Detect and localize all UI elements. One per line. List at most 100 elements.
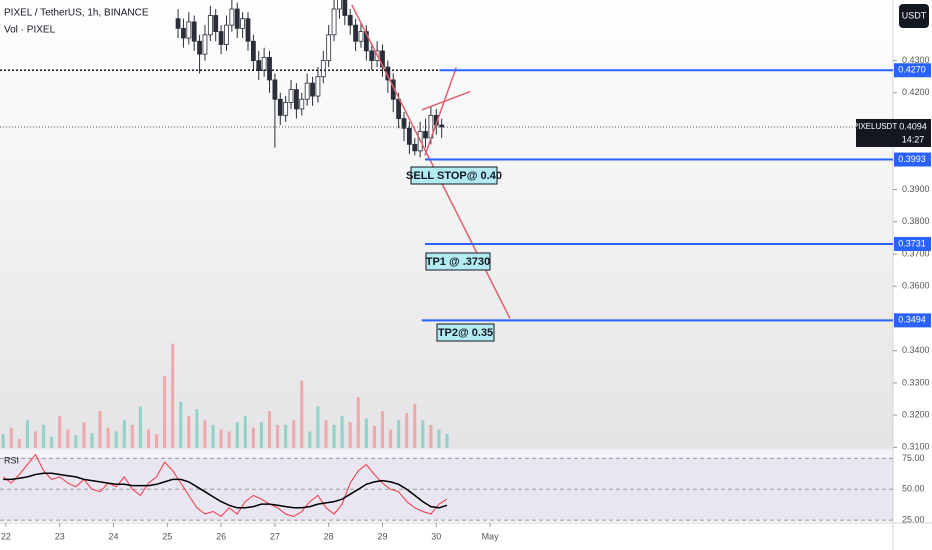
x-tick-label: 25 <box>162 531 172 541</box>
volume-bar <box>211 424 215 448</box>
candle-body <box>320 60 326 78</box>
trend-line <box>424 67 457 156</box>
symbol-label: PIXELUSDT <box>853 122 898 131</box>
candle-body <box>207 15 213 36</box>
rsi-label: RSI <box>4 455 19 465</box>
volume-bar <box>34 431 38 448</box>
volume-bar <box>372 425 376 448</box>
level-label: 0.3494 <box>898 315 926 325</box>
currency-button[interactable] <box>899 4 929 28</box>
volume-bar <box>17 438 21 448</box>
candle-body <box>234 8 240 29</box>
candle-body <box>175 18 181 29</box>
level-label-box <box>894 152 931 167</box>
volume-bar <box>364 418 368 448</box>
annotation-text: TP2@ 0.35 <box>438 327 493 339</box>
candle-body <box>197 40 202 55</box>
volume-bar <box>98 411 102 448</box>
x-tick-label: 29 <box>377 531 387 541</box>
volume-bar <box>397 420 401 448</box>
level-label: 0.3993 <box>898 154 926 164</box>
volume-bar <box>324 420 328 448</box>
y-tick-label: 0.3700 <box>902 248 930 258</box>
volume-bar <box>332 424 336 448</box>
y-tick-label: 0.4200 <box>902 87 930 97</box>
y-tick-label: 0.3400 <box>902 345 930 355</box>
candle-body <box>245 18 251 42</box>
volume-label: Vol · PIXEL <box>4 25 56 36</box>
candle-body <box>202 34 208 55</box>
candle-body <box>186 21 192 39</box>
volume-bar <box>106 427 110 448</box>
rsi-ma-line <box>3 472 448 509</box>
volume-bar <box>259 422 263 448</box>
volume-bar <box>292 420 296 448</box>
candle-body <box>283 102 289 116</box>
candle-body <box>369 50 375 61</box>
volume-bar <box>300 380 304 448</box>
candle-body <box>315 76 321 97</box>
volume-bar <box>437 429 441 448</box>
volume-bar <box>1 434 5 448</box>
volume-bar <box>171 343 175 448</box>
x-tick-label: 27 <box>270 531 280 541</box>
candle-body <box>181 27 186 39</box>
level-label: 0.3731 <box>898 238 926 248</box>
candle-body <box>310 82 315 97</box>
currency-label[interactable]: USDT <box>902 10 927 20</box>
candle-body <box>218 31 224 45</box>
rsi-tick-label: 50.00 <box>902 484 925 494</box>
volume-bar <box>421 420 425 448</box>
candle-body <box>256 60 262 71</box>
candle-body <box>412 143 418 152</box>
x-tick-label: 23 <box>55 531 65 541</box>
volume-bar <box>276 424 280 448</box>
y-tick-label: 0.3900 <box>902 184 930 194</box>
level-label: 0.4270 <box>898 65 926 75</box>
trend-line <box>421 90 471 111</box>
candle-body <box>277 98 283 116</box>
candle-body <box>191 21 197 42</box>
annotation-text: SELL STOP@ 0.40 <box>406 170 502 182</box>
volume-bar <box>66 429 70 448</box>
candle-body <box>250 40 256 61</box>
annotation-text: TP1 @ .3730 <box>426 256 491 268</box>
candle-body <box>401 118 407 129</box>
volume-bar <box>429 424 433 448</box>
volume-bar <box>122 420 126 448</box>
volume-bar <box>251 427 255 448</box>
x-tick-label: 26 <box>216 531 226 541</box>
y-tick-label: 0.4300 <box>902 55 930 65</box>
volume-bar <box>348 422 352 448</box>
volume-bar <box>42 424 46 448</box>
y-tick-label: 0.3200 <box>902 410 930 420</box>
volume-bar <box>82 422 86 448</box>
y-tick-label: 0.3800 <box>902 216 930 226</box>
candle-body <box>353 24 358 42</box>
volume-bar <box>405 412 409 448</box>
volume-bar <box>235 422 239 448</box>
volume-bar <box>243 415 247 448</box>
x-tick-label: 30 <box>431 531 441 541</box>
volume-bar <box>179 401 183 448</box>
volume-bar <box>90 433 94 448</box>
candle-body <box>288 89 294 103</box>
x-tick-label: 24 <box>109 531 119 541</box>
y-tick-label: 0.3100 <box>902 442 930 452</box>
volume-bar <box>25 420 29 448</box>
level-label-box <box>894 63 931 78</box>
volume-bar <box>195 409 199 448</box>
annotation-box <box>410 166 498 185</box>
annotation-box <box>436 323 495 342</box>
candle-body <box>240 18 246 29</box>
candle-body <box>213 15 219 32</box>
level-label-box <box>894 313 931 328</box>
candle-body <box>326 34 332 61</box>
candle-body <box>337 0 342 10</box>
candle-body <box>331 8 337 36</box>
volume-bar <box>268 411 272 448</box>
level-label-box <box>894 236 931 251</box>
volume-bar <box>50 436 54 448</box>
volume-bar <box>389 429 393 448</box>
volume-bar <box>146 429 150 448</box>
